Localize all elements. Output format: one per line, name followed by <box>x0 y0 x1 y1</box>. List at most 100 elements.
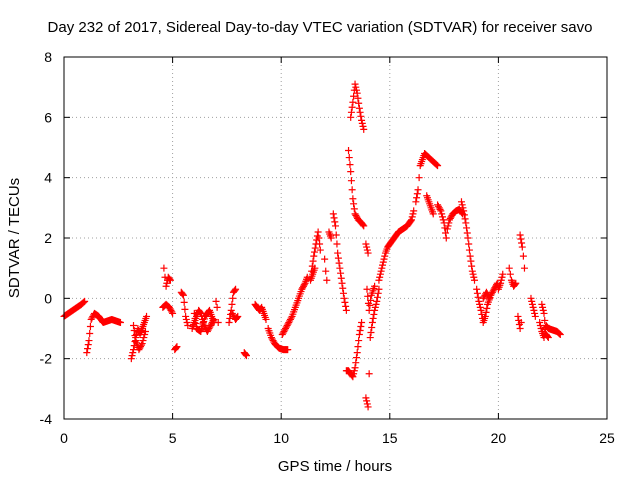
data-point <box>163 279 171 287</box>
data-point <box>443 225 451 233</box>
data-point <box>479 294 487 302</box>
data-segment <box>240 349 250 360</box>
data-point <box>467 257 475 265</box>
data-point <box>432 160 440 168</box>
data-point <box>137 341 145 349</box>
data-point <box>376 270 384 278</box>
data-point <box>180 298 188 306</box>
data-point <box>330 214 338 222</box>
data-segment <box>362 240 372 257</box>
data-point <box>372 300 380 308</box>
data-point <box>332 231 340 239</box>
data-point <box>229 311 237 319</box>
data-segment <box>375 207 418 284</box>
data-point <box>466 252 474 260</box>
data-point <box>315 234 323 242</box>
data-point <box>446 214 454 222</box>
data-point <box>340 294 348 302</box>
data-point <box>333 240 341 248</box>
data-point <box>138 340 146 348</box>
data-point <box>438 213 446 221</box>
data-point <box>519 252 527 260</box>
data-point <box>358 116 366 124</box>
data-point <box>162 282 170 290</box>
plot-frame <box>63 56 608 420</box>
data-point <box>364 292 372 300</box>
data-point <box>527 294 535 302</box>
data-point <box>311 244 319 252</box>
data-point <box>364 249 372 257</box>
y-tick-label: -2 <box>40 351 53 367</box>
data-point <box>497 276 505 284</box>
data-point <box>345 154 353 162</box>
data-point <box>363 400 371 408</box>
x-tick-label: 15 <box>382 430 398 446</box>
data-point <box>355 104 363 112</box>
data-point <box>283 321 291 329</box>
data-segment <box>434 201 450 242</box>
y-tick-labels: -4 -2 0 2 4 6 8 <box>40 49 53 427</box>
data-segment <box>130 321 149 354</box>
data-point <box>528 297 536 305</box>
data-point <box>141 328 149 336</box>
data-point <box>128 352 136 360</box>
data-point <box>342 306 350 314</box>
data-point <box>375 276 383 284</box>
data-point <box>225 318 233 326</box>
data-point <box>309 257 317 265</box>
data-point <box>434 202 442 210</box>
data-point <box>131 338 139 346</box>
data-point <box>334 249 342 257</box>
data-point <box>410 207 418 215</box>
data-segment <box>321 255 331 284</box>
data-point <box>183 318 191 326</box>
data-point <box>332 222 339 230</box>
axis-ticks <box>63 56 608 420</box>
data-point <box>447 213 455 221</box>
data-point <box>536 318 544 326</box>
data-point <box>458 201 466 209</box>
data-point <box>284 346 292 354</box>
data-point <box>556 331 564 339</box>
data-point <box>300 281 308 289</box>
data-point <box>437 207 445 215</box>
data-point <box>473 289 481 297</box>
y-tick-label: 6 <box>44 109 52 125</box>
data-segment <box>228 309 242 323</box>
data-point <box>555 330 563 338</box>
data-segment <box>212 297 222 326</box>
data-point <box>192 319 200 327</box>
data-points <box>60 80 564 411</box>
data-point <box>137 343 145 351</box>
data-point <box>468 267 476 275</box>
x-tick-label: 25 <box>599 430 615 446</box>
data-point <box>471 276 479 284</box>
data-point <box>374 289 382 297</box>
x-tick-labels: 0 5 10 15 20 25 <box>60 430 615 446</box>
data-point <box>316 246 324 254</box>
data-point <box>377 267 385 275</box>
data-point <box>352 354 360 362</box>
data-point <box>469 270 477 278</box>
data-point <box>345 147 353 155</box>
data-point <box>464 234 472 242</box>
data-point <box>365 306 373 314</box>
data-segment <box>171 343 181 354</box>
data-point <box>537 325 545 332</box>
data-point <box>85 337 93 345</box>
data-point <box>299 284 307 292</box>
data-point <box>482 308 490 316</box>
data-point <box>280 328 288 336</box>
data-point <box>338 279 346 287</box>
data-point <box>166 305 174 313</box>
data-point <box>460 207 468 215</box>
data-segment <box>329 210 350 314</box>
data-point <box>351 210 359 218</box>
data-point <box>381 252 389 260</box>
data-point <box>116 318 124 326</box>
data-point <box>520 264 528 272</box>
data-point <box>83 349 91 357</box>
data-point <box>544 334 552 342</box>
data-point <box>489 287 497 295</box>
data-point <box>434 162 442 170</box>
